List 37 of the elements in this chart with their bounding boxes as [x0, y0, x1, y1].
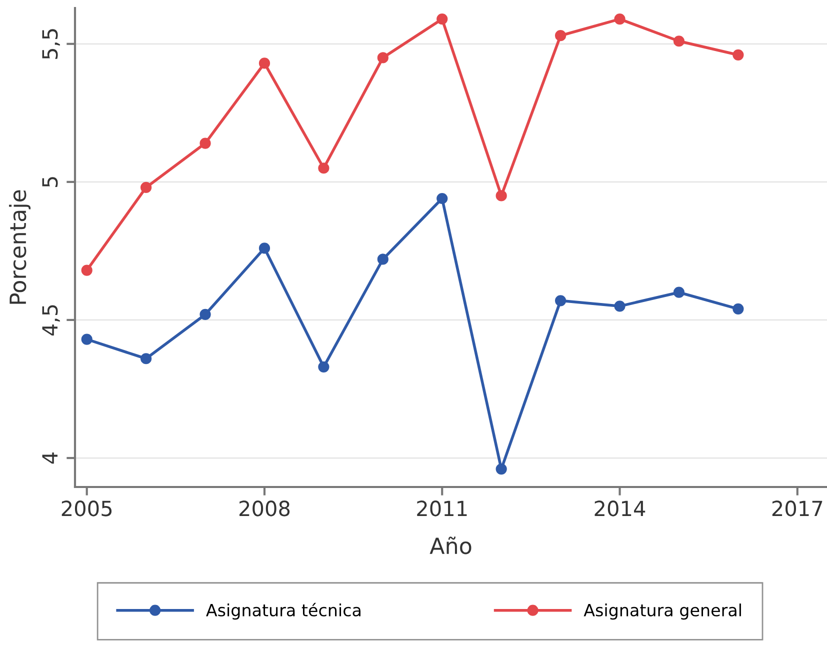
- x-tick-label: 2014: [594, 500, 646, 516]
- point: [377, 52, 388, 64]
- point: [81, 334, 92, 345]
- legend-label: Asignatura general: [584, 604, 741, 620]
- point: [554, 295, 566, 306]
- point: [496, 464, 507, 475]
- point: [436, 192, 448, 204]
- x-tick-label: 2005: [62, 500, 112, 516]
- point: [318, 361, 330, 372]
- x-axis-title: Año: [430, 536, 472, 554]
- y-tick-label: 5: [42, 177, 58, 187]
- y-tick-label: 4,5: [42, 305, 60, 336]
- point: [258, 58, 270, 69]
- point: [81, 264, 92, 276]
- point: [732, 303, 744, 314]
- point: [200, 138, 211, 149]
- point: [554, 30, 566, 42]
- point: [673, 36, 685, 47]
- point: [318, 162, 330, 174]
- point: [258, 242, 270, 254]
- point: [436, 13, 448, 25]
- point: [614, 300, 626, 312]
- point: [140, 182, 152, 194]
- point: [732, 49, 744, 60]
- y-tick-label: 4: [42, 452, 58, 464]
- x-tick-label: 2008: [239, 500, 290, 516]
- point: [377, 254, 388, 265]
- legend-label: Asignatura técnica: [206, 602, 360, 620]
- y-tick-label: 5,5: [42, 29, 60, 59]
- point: [140, 353, 152, 364]
- point: [200, 308, 211, 320]
- y-axis-title: Porcentaje: [9, 190, 31, 304]
- point: [496, 190, 507, 202]
- x-tick-label: 2017: [772, 500, 822, 516]
- x-tick-label: 2011: [417, 500, 467, 516]
- point: [614, 13, 626, 25]
- point: [673, 286, 685, 298]
